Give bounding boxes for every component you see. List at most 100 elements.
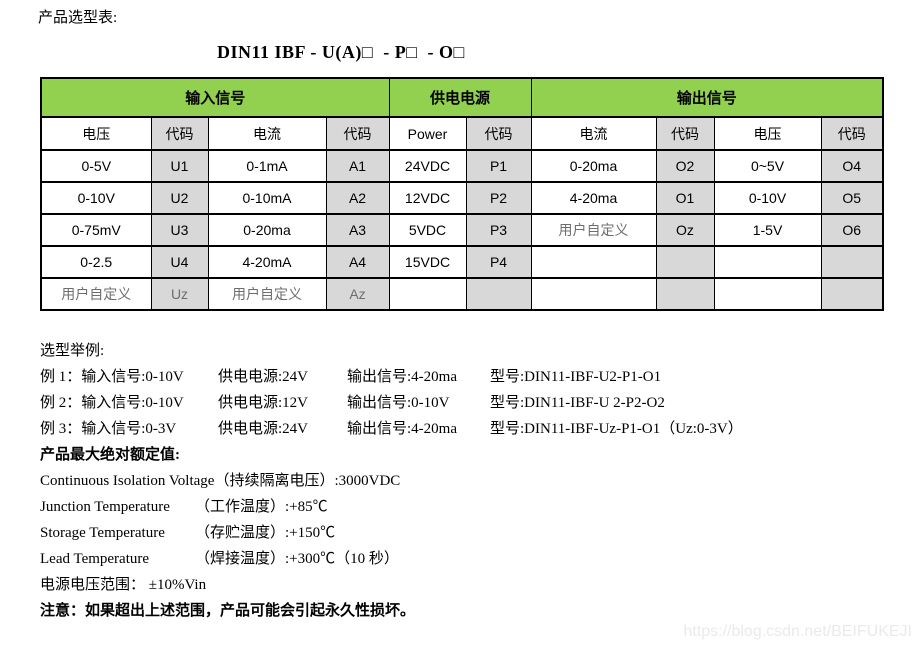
group-input-signal: 输入信号 [40,77,390,118]
col-header: 代码 [465,116,532,151]
example-input: 例 1：输入信号:0-10V [40,369,184,385]
cell: 0-10V [713,181,822,215]
cell: O2 [655,149,715,183]
cell: 0-75mV [40,213,152,247]
absolute-ratings-section: 产品最大绝对额定值: Continuous Isolation Voltage … [40,442,918,624]
col-header: 代码 [820,116,884,151]
example-model: 型号:DIN11-IBF-U 2-P2-O2 [490,395,665,411]
table-group-header-row: 输入信号 供电电源 输出信号 [40,77,884,118]
cell: O6 [820,213,884,247]
cell: U2 [150,181,209,215]
cell: 4-20ma [530,181,657,215]
cell [655,245,715,279]
cell: A4 [325,245,390,279]
rating-row: Lead Temperature （焊接温度）:+300℃（10 秒） [40,546,918,572]
cell: U1 [150,149,209,183]
table-row: 0-2.5 U4 4-20mA A4 15VDC P4 [40,245,884,279]
col-header: 电压 [40,116,152,151]
rating-value: （存贮温度）:+150℃ [195,525,336,541]
page-title: 产品选型表: [38,10,118,26]
cell: 0-1mA [207,149,327,183]
col-header: 电流 [207,116,327,151]
rating-value: （焊接温度）:+300℃（10 秒） [195,551,399,567]
ratings-heading: 产品最大绝对额定值: [40,447,180,463]
example-model: 型号:DIN11-IBF-U2-P1-O1 [490,369,662,385]
table-column-header-row: 电压 代码 电流 代码 Power 代码 电流 代码 电压 代码 [40,116,884,151]
cell [820,277,884,311]
rating-row: Junction Temperature （工作温度）:+85℃ [40,494,918,520]
cell: 0-20ma [207,213,327,247]
cell: 0-5V [40,149,152,183]
table-row: 用户自定义 Uz 用户自定义 Az [40,277,884,311]
cell: P3 [465,213,532,247]
cell [530,277,657,311]
cell: U4 [150,245,209,279]
col-header: 电流 [530,116,657,151]
cell [713,245,822,279]
example-model: 型号:DIN11-IBF-Uz-P1-O1（Uz:0-3V） [490,421,743,437]
table-row: 0-75mV U3 0-20ma A3 5VDC P3 用户自定义 Oz 1-5… [40,213,884,247]
example-power: 供电电源:24V [218,369,309,385]
example-input: 例 2：输入信号:0-10V [40,395,184,411]
cell: 0-20ma [530,149,657,183]
cell: Uz [150,277,209,311]
cell: 12VDC [388,181,467,215]
cell: P2 [465,181,532,215]
rating-label-en: Continuous Isolation Voltage [40,473,215,489]
cell [655,277,715,311]
warning-note: 注意：如果超出上述范围，产品可能会引起永久性损坏。 [40,603,416,619]
cell: P1 [465,149,532,183]
example-row: 例 3：输入信号:0-3V 供电电源:24V 输出信号:4-20ma 型号:DI… [40,416,918,442]
cell: O4 [820,149,884,183]
cell: O5 [820,181,884,215]
rating-label-en: Junction Temperature [40,499,170,515]
cell: 4-20mA [207,245,327,279]
cell: 15VDC [388,245,467,279]
cell: Oz [655,213,715,247]
rating-label-en: Storage Temperature [40,525,165,541]
example-power: 供电电源:24V [218,421,309,437]
cell: 用户自定义 [530,213,657,247]
cell: 1-5V [713,213,822,247]
example-power: 供电电源:12V [218,395,309,411]
example-output: 输出信号:4-20ma [347,369,457,385]
cell: Az [325,277,390,311]
cell [713,277,822,311]
watermark-url: https://blog.csdn.net/BEIFUKEJI [683,623,912,640]
supply-voltage-range: 电源电压范围： ±10%Vin [40,577,207,593]
rating-value: （持续隔离电压）:3000VDC [214,473,401,489]
cell [530,245,657,279]
col-header: 代码 [655,116,715,151]
cell: A1 [325,149,390,183]
cell: 0-2.5 [40,245,152,279]
example-output: 输出信号:4-20ma [347,421,457,437]
cell: P4 [465,245,532,279]
model-number-title: DIN11 IBF - U(A)□ - P□ - O□ [217,42,465,62]
col-header: 代码 [325,116,390,151]
cell [465,277,532,311]
cell: 0~5V [713,149,822,183]
cell: 5VDC [388,213,467,247]
table-row: 0-10V U2 0-10mA A2 12VDC P2 4-20ma O1 0-… [40,181,884,215]
examples-heading: 选型举例: [40,343,105,359]
example-row: 例 2：输入信号:0-10V 供电电源:12V 输出信号:0-10V 型号:DI… [40,390,918,416]
col-header: Power [388,116,467,151]
cell: 用户自定义 [207,277,327,311]
cell: U3 [150,213,209,247]
cell: 24VDC [388,149,467,183]
rating-row: Continuous Isolation Voltage （持续隔离电压）:30… [40,468,918,494]
group-power-supply: 供电电源 [388,77,532,118]
cell [820,245,884,279]
col-header: 电压 [713,116,822,151]
table-row: 0-5V U1 0-1mA A1 24VDC P1 0-20ma O2 0~5V… [40,149,884,183]
cell: 用户自定义 [40,277,152,311]
product-selection-table: 输入信号 供电电源 输出信号 电压 代码 电流 代码 Power 代码 电流 代… [40,77,884,311]
cell: 0-10V [40,181,152,215]
cell: A3 [325,213,390,247]
rating-value: （工作温度）:+85℃ [195,499,328,515]
cell: O1 [655,181,715,215]
rating-row: Storage Temperature （存贮温度）:+150℃ [40,520,918,546]
example-input: 例 3：输入信号:0-3V [40,421,177,437]
col-header: 代码 [150,116,209,151]
selection-examples-section: 选型举例: 例 1：输入信号:0-10V 供电电源:24V 输出信号:4-20m… [40,338,918,442]
